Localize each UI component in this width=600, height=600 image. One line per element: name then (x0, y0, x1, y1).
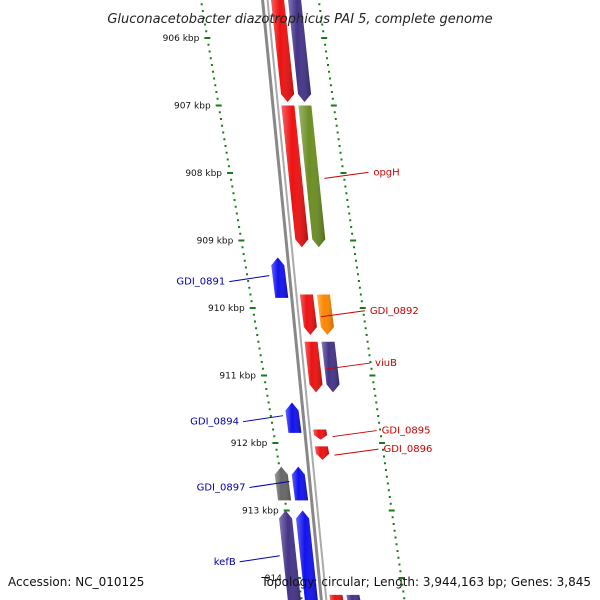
label-leader (332, 430, 377, 438)
label-leader (229, 275, 270, 283)
tick-label: 910 kbp (208, 304, 245, 314)
backbone-line (261, 0, 323, 600)
tick-label: 909 kbp (197, 237, 234, 247)
gene-feature[interactable] (329, 594, 344, 600)
gene-label[interactable]: opgH (373, 167, 399, 178)
label-leader (325, 362, 371, 370)
label-leader (242, 415, 284, 423)
accession-text: Accession: NC_010125 (8, 575, 144, 589)
gene-feature[interactable] (296, 510, 318, 600)
gene-label[interactable]: GDI_0896 (383, 444, 432, 455)
gene-feature[interactable] (299, 294, 317, 336)
gene-feature[interactable] (285, 402, 302, 433)
gene-label[interactable]: viuB (375, 358, 397, 369)
tick-label: 911 kbp (219, 372, 256, 382)
gene-feature[interactable] (279, 510, 301, 600)
gene-feature[interactable] (281, 105, 309, 248)
gene-feature[interactable] (316, 294, 334, 336)
gene-feature[interactable] (271, 257, 289, 298)
gene-feature[interactable] (314, 446, 330, 460)
label-leader (239, 555, 280, 563)
gene-label[interactable]: GDI_0894 (190, 417, 239, 428)
tick-label: 907 kbp (174, 102, 211, 112)
summary-text: Topology: circular; Length: 3,944,163 bp… (260, 575, 591, 589)
gene-feature[interactable] (298, 105, 326, 248)
gene-label[interactable]: GDI_0897 (197, 483, 246, 494)
map-title: Gluconacetobacter diazotrophicus PAI 5, … (107, 12, 492, 27)
gene-feature[interactable] (313, 429, 328, 440)
label-leader (324, 171, 369, 179)
label-leader (334, 448, 379, 456)
tick-label: 908 kbp (185, 169, 222, 179)
label-leader (320, 310, 365, 318)
gene-feature[interactable] (291, 466, 309, 501)
gene-feature[interactable] (321, 341, 340, 393)
kbp-ticks: 906 kbp 907 kbp 908 kbp 909 kbp 910 kbp 911 k… (163, 3, 406, 600)
tick-label: 913 kbp (242, 507, 279, 517)
gene-label[interactable]: GDI_0892 (370, 306, 419, 317)
feature-labels: opgH GDI_0891 GDI_0892 viuB GDI_0894 GDI_0895… (176, 167, 432, 567)
features (271, 0, 361, 600)
tick-label: 912 kbp (231, 439, 268, 449)
gene-feature[interactable] (346, 594, 361, 600)
backbone (261, 0, 328, 600)
gene-label[interactable]: GDI_0891 (176, 277, 225, 288)
tick-label: 914 k (265, 574, 291, 584)
backbone-line (266, 0, 328, 600)
gene-label[interactable]: kefB (214, 557, 236, 568)
gene-feature[interactable] (288, 0, 312, 103)
label-leader (249, 481, 290, 488)
gene-feature[interactable] (274, 466, 292, 501)
gene-feature[interactable] (271, 0, 295, 103)
gene-feature[interactable] (304, 341, 323, 393)
gene-label[interactable]: GDI_0895 (382, 426, 431, 437)
tick-label: 906 kbp (163, 34, 200, 44)
